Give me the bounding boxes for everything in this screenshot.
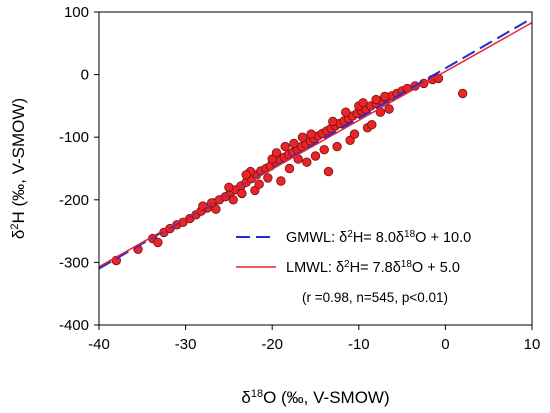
- legend-lmwl-label: LMWL: δ2H= 7.8δ18O + 5.0: [286, 259, 460, 277]
- x-tick-label: 0: [441, 336, 449, 353]
- y-axis-ticks: -400 -300 -200 -100 0 100: [59, 4, 99, 334]
- y-tick-label: -200: [59, 192, 89, 209]
- y-tick-label: -100: [59, 129, 89, 146]
- stats-text: (r =0.98, n=545, p<0.01): [302, 290, 448, 305]
- y-tick-label: 0: [81, 67, 89, 84]
- legend-gmwl-label: GMWL: δ2H= 8.0δ18O + 10.0: [286, 229, 471, 247]
- y-axis-title: δ2H (‰, V-SMOW): [9, 98, 28, 239]
- data-point: [367, 119, 377, 130]
- y-tick-label: -400: [59, 317, 89, 334]
- data-point: [280, 141, 290, 152]
- plot-frame: [98, 11, 533, 326]
- data-point: [371, 94, 381, 105]
- data-point: [289, 138, 299, 149]
- data-point: [384, 104, 394, 114]
- data-point: [306, 129, 316, 139]
- data-point: [284, 163, 295, 174]
- data-point: [328, 116, 338, 127]
- data-point: [271, 148, 282, 158]
- data-point: [458, 88, 468, 99]
- data-point: [341, 107, 351, 117]
- lmwl-line: [98, 21, 533, 268]
- data-point: [254, 179, 264, 189]
- data-point: [228, 195, 238, 205]
- data-point: [302, 157, 312, 167]
- data-point: [241, 170, 251, 180]
- data-point: [153, 237, 163, 248]
- regression-lines: [98, 17, 533, 270]
- data-point: [237, 188, 247, 199]
- x-tick-label: -20: [261, 336, 283, 353]
- data-point: [263, 173, 273, 183]
- x-axis-title: δ18O (‰, V-SMOW): [241, 388, 389, 407]
- y-tick-label: 100: [64, 4, 89, 21]
- x-tick-label: 10: [524, 336, 541, 353]
- x-tick-label: -40: [88, 336, 110, 353]
- x-tick-label: -30: [175, 336, 197, 353]
- data-point: [349, 129, 360, 139]
- data-point: [323, 166, 334, 177]
- data-point: [297, 132, 308, 142]
- data-point: [319, 144, 329, 155]
- data-point: [332, 141, 342, 152]
- data-point: [276, 176, 286, 186]
- y-tick-label: -300: [59, 254, 89, 271]
- data-point: [224, 182, 234, 193]
- data-point: [380, 91, 390, 102]
- data-point: [310, 151, 321, 161]
- legend: GMWL: δ2H= 8.0δ18O + 10.0 LMWL: δ2H= 7.8…: [236, 229, 471, 305]
- x-tick-label: -10: [348, 336, 370, 353]
- data-point: [358, 98, 368, 108]
- x-axis-ticks: -40 -30 -20 -10 0 10: [88, 325, 540, 353]
